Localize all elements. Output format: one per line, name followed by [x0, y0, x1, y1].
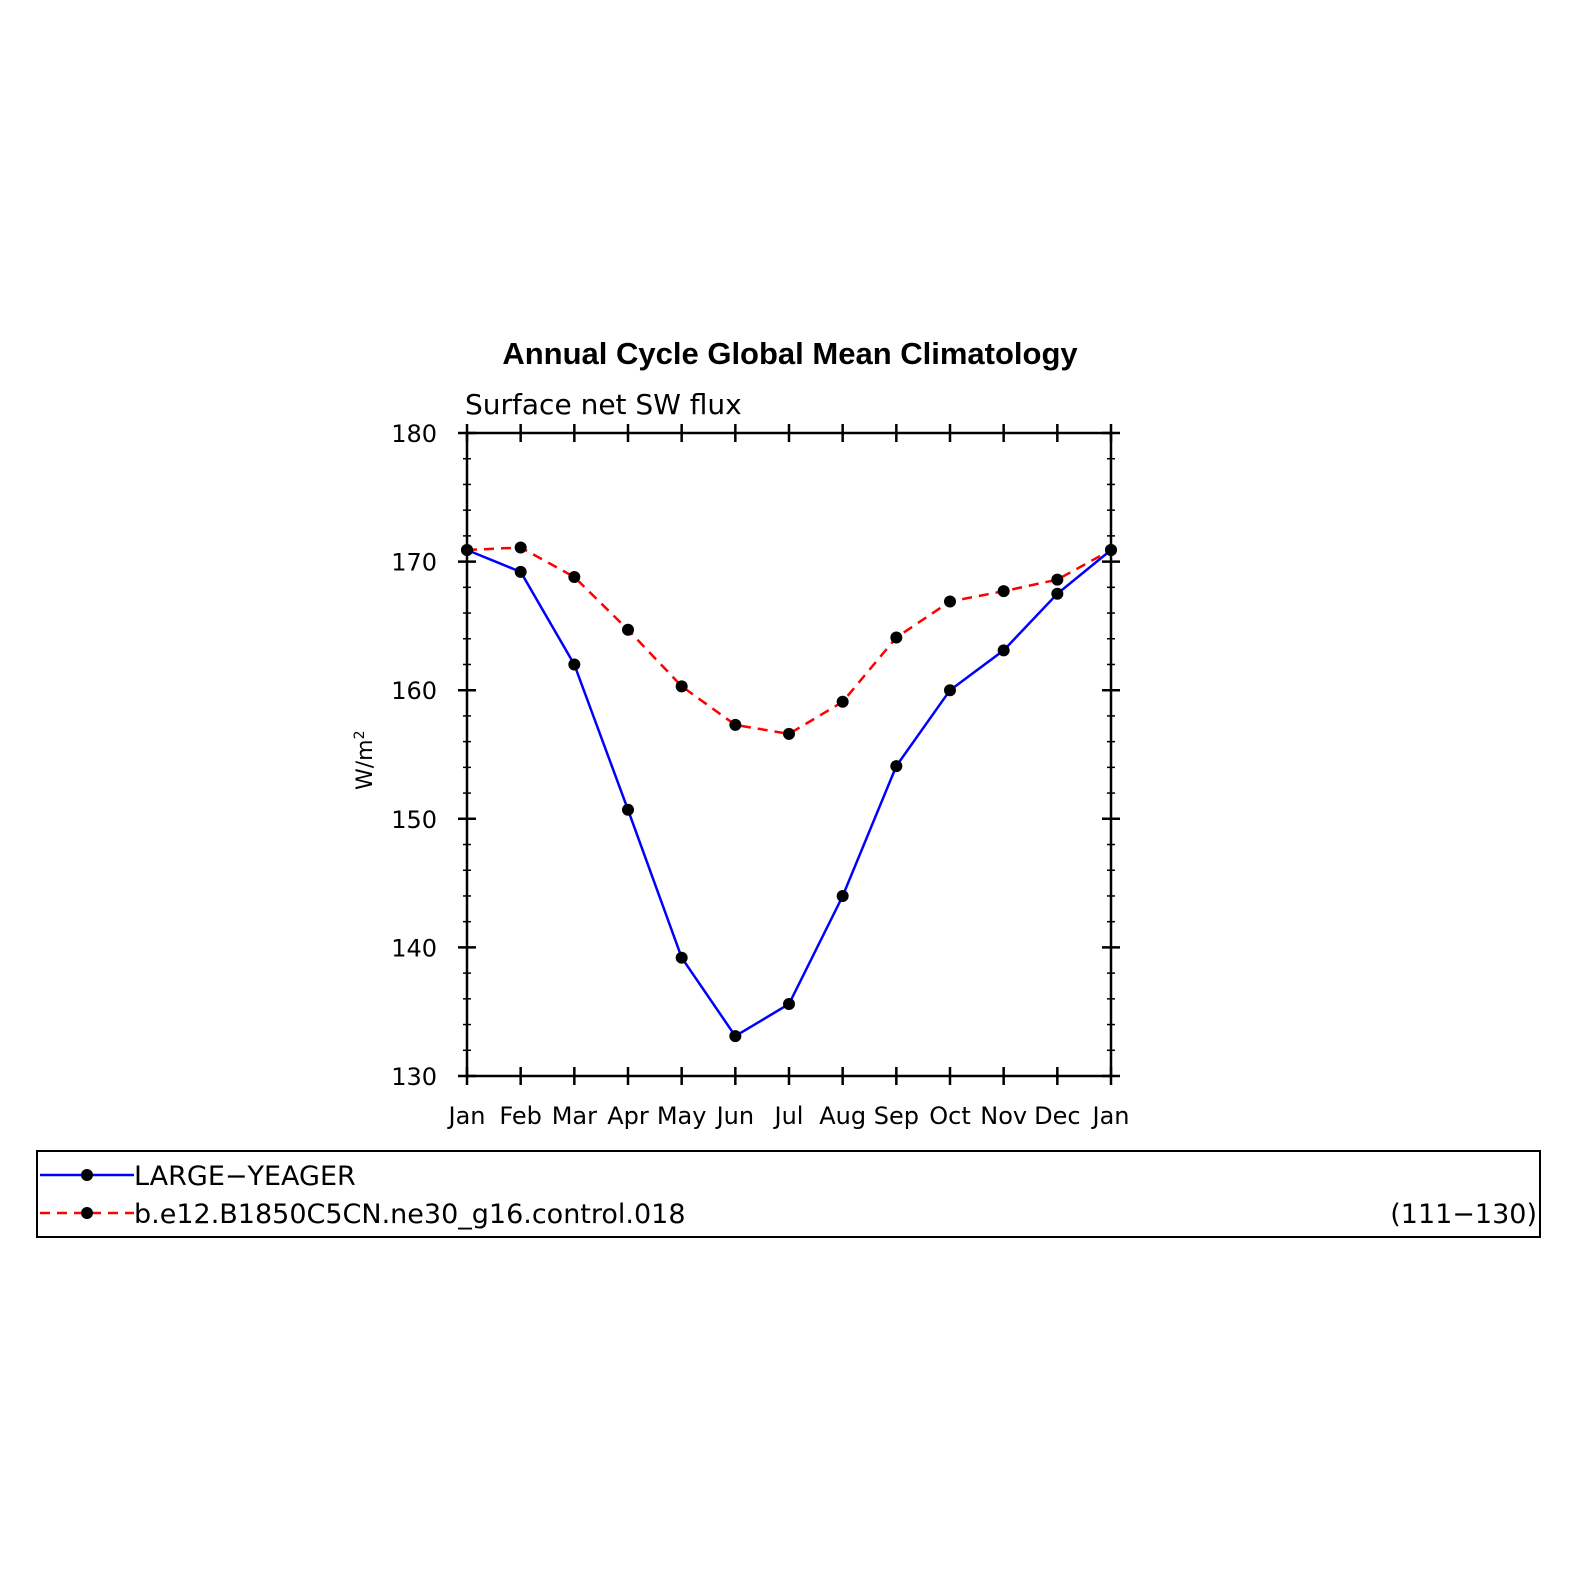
legend-marker-control [81, 1207, 93, 1219]
data-point-series-0 [1051, 587, 1064, 600]
plot-frame [465, 431, 1113, 1078]
data-point-series-1 [729, 718, 742, 731]
data-point-series-1 [783, 727, 795, 740]
legend: LARGE−YEAGER b.e12.B1850C5CN.ne30_g16.co… [36, 1150, 1541, 1238]
y-axis-label-superscript: 2 [352, 730, 368, 739]
y-tick-labels: 130 140 150 160 170 180 [391, 420, 437, 1091]
x-tick-label: Mar [552, 1102, 597, 1130]
data-point-series-1 [622, 623, 634, 636]
x-tick-label: May [657, 1102, 707, 1130]
data-point-series-0 [514, 565, 527, 578]
x-tick-label: Jan [447, 1102, 486, 1130]
series-markers [461, 541, 1117, 1043]
legend-note: (111−130) [1390, 1199, 1537, 1230]
axis-ticks [458, 424, 1120, 1085]
data-point-series-0 [890, 760, 903, 773]
y-tick-label: 160 [391, 677, 437, 705]
legend-box [36, 1150, 1541, 1238]
x-tick-label: Aug [819, 1102, 866, 1130]
data-point-series-0 [622, 803, 634, 816]
legend-label-large-yeager: LARGE−YEAGER [134, 1161, 356, 1192]
legend-marker-large-yeager [81, 1169, 93, 1181]
data-point-series-0 [675, 951, 688, 964]
y-axis-label-main: W/m [353, 739, 378, 790]
y-tick-label: 140 [391, 934, 437, 962]
x-tick-label: Jul [773, 1102, 804, 1130]
data-point-series-1 [997, 585, 1010, 598]
chart-title: Annual Cycle Global Mean Climatology [502, 336, 1078, 371]
legend-label-control: b.e12.B1850C5CN.ne30_g16.control.018 [134, 1199, 686, 1230]
y-tick-label: 130 [391, 1063, 437, 1091]
y-tick-label: 170 [391, 549, 437, 577]
y-axis-label: W/m2 [352, 730, 378, 790]
data-point-series-1 [675, 680, 688, 693]
data-point-series-1 [568, 571, 581, 584]
series-lines [466, 546, 1112, 1038]
chart-subtitle: Surface net SW flux [465, 388, 742, 421]
data-point-series-0 [997, 644, 1010, 657]
data-point-series-0 [729, 1030, 742, 1043]
x-tick-label: Feb [499, 1102, 542, 1130]
data-point-series-1 [836, 695, 849, 708]
x-tick-label: Nov [980, 1102, 1027, 1130]
x-tick-labels: Jan Feb Mar Apr May Jun Jul Aug Sep Oct Nov Dec Jan [447, 1102, 1130, 1130]
x-tick-label: Oct [929, 1102, 971, 1130]
data-point-series-0 [836, 889, 849, 902]
data-point-series-1 [944, 595, 956, 608]
data-point-series-0 [944, 684, 956, 697]
x-tick-label: Apr [607, 1102, 649, 1130]
data-point-series-1 [514, 541, 527, 554]
data-point-series-0 [568, 658, 581, 671]
y-tick-label: 150 [391, 806, 437, 834]
x-tick-label: Jan [1091, 1102, 1130, 1130]
data-point-series-1 [890, 631, 903, 644]
series-line-0 [466, 548, 1112, 1038]
x-tick-label: Sep [874, 1102, 919, 1130]
y-tick-label: 180 [391, 420, 437, 448]
x-tick-label: Dec [1034, 1102, 1080, 1130]
data-point-series-0 [783, 997, 795, 1010]
x-tick-label: Jun [715, 1102, 755, 1130]
data-point-series-1 [1051, 573, 1064, 586]
